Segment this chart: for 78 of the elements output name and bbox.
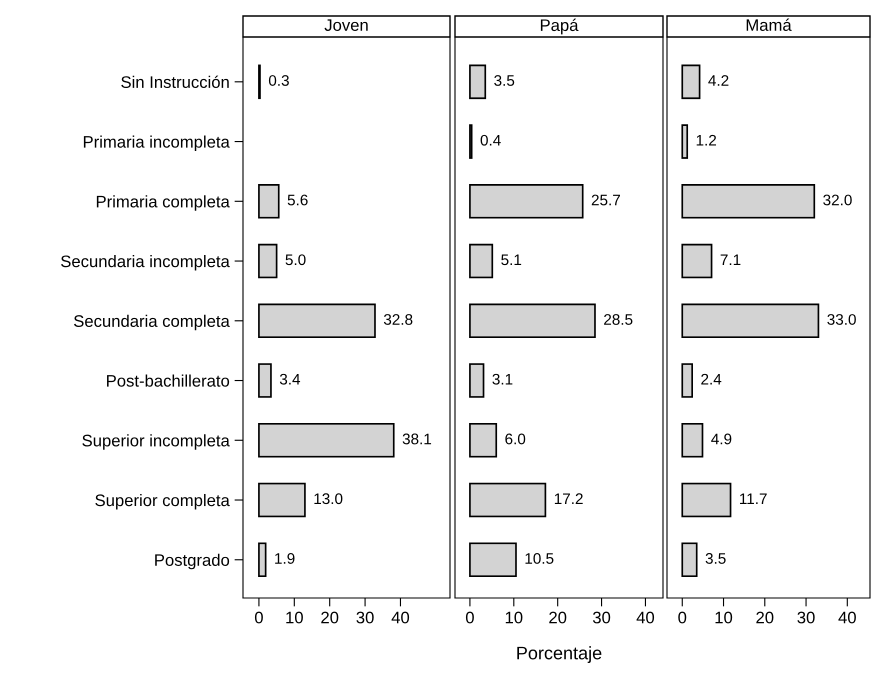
data-label: 11.7	[740, 493, 767, 504]
data-label: 25.7	[592, 194, 620, 206]
bar	[681, 363, 694, 398]
x-axis-title: Porcentaje	[517, 646, 602, 664]
bar	[469, 482, 546, 518]
bar	[681, 64, 700, 100]
bar	[681, 184, 816, 219]
data-label: 5.1	[501, 254, 522, 266]
chart-title: Joven	[324, 19, 368, 31]
data-label: 2.4	[701, 374, 722, 384]
x-tick-label: 0	[254, 612, 263, 624]
x-tick-label: 40	[636, 612, 654, 624]
bar	[258, 423, 395, 458]
data-label: 1.9	[275, 553, 294, 564]
x-tick-label: 0	[466, 612, 474, 624]
bar	[681, 124, 688, 159]
bar	[469, 64, 486, 100]
y-tick-label: Sin Instrucción	[121, 76, 229, 88]
x-tick-label: 40	[838, 612, 856, 624]
x-tick-label: 20	[756, 612, 774, 624]
data-label: 32.8	[384, 314, 412, 325]
bar	[681, 542, 698, 578]
bar	[469, 244, 494, 278]
chart-title: Mamá	[746, 18, 792, 31]
y-tick-label: Primaria incompleta	[84, 136, 230, 152]
data-label: 5.0	[286, 254, 306, 266]
x-tick-label: 30	[592, 612, 610, 624]
data-label: 6.0	[505, 434, 526, 444]
data-label: 4.2	[708, 75, 728, 86]
data-label: 17.2	[554, 493, 583, 504]
y-tick-label: Primaria completa	[96, 195, 230, 211]
data-label: 38.1	[402, 434, 432, 444]
bar	[258, 184, 280, 219]
data-label: 0.3	[268, 75, 289, 86]
y-tick-label: Post-bachillerato	[107, 374, 230, 387]
bar	[258, 244, 278, 278]
x-tick-label: 10	[286, 612, 303, 624]
data-label: 10.5	[525, 553, 554, 564]
data-label: 13.0	[314, 493, 342, 504]
data-label: 3.5	[494, 75, 514, 86]
data-label: 32.0	[823, 194, 852, 206]
data-label: 4.9	[711, 434, 732, 444]
bar	[681, 244, 712, 278]
y-tick-label: Postgrado	[155, 554, 230, 570]
data-label: 28.5	[604, 314, 632, 325]
x-tick-label: 30	[356, 612, 374, 624]
bar	[469, 542, 517, 578]
x-tick-label: 20	[321, 612, 338, 624]
data-label: 3.1	[492, 374, 512, 385]
y-tick-label: Superior completa	[95, 494, 230, 510]
x-tick-label: 10	[506, 612, 522, 624]
y-tick-label: Secundaria completa	[74, 314, 230, 330]
bar	[258, 542, 266, 578]
bar	[258, 482, 306, 518]
x-tick-label: 40	[392, 612, 410, 624]
bar	[681, 423, 704, 458]
data-label: 3.5	[706, 553, 726, 564]
bar	[469, 304, 596, 338]
data-label: 3.4	[280, 374, 300, 385]
bar	[469, 423, 498, 458]
bar	[469, 184, 584, 219]
data-label: 7.1	[720, 254, 740, 265]
x-tick-label: 0	[678, 612, 686, 624]
bar	[258, 304, 376, 338]
bar	[681, 482, 732, 518]
x-tick-label: 10	[716, 612, 732, 624]
bar	[469, 363, 484, 398]
x-tick-label: 20	[549, 612, 566, 624]
chart-title: Papá	[540, 18, 578, 34]
y-tick-label: Secundaria incompleta	[61, 255, 230, 271]
data-label: 5.6	[288, 194, 308, 206]
bar	[681, 304, 820, 338]
data-label: 33.0	[827, 314, 856, 325]
y-tick-label: Superior incompleta	[82, 434, 230, 450]
x-tick-label: 30	[797, 612, 815, 624]
data-label: 1.2	[696, 134, 716, 146]
bar	[258, 363, 272, 398]
data-label: 0.4	[480, 134, 501, 146]
